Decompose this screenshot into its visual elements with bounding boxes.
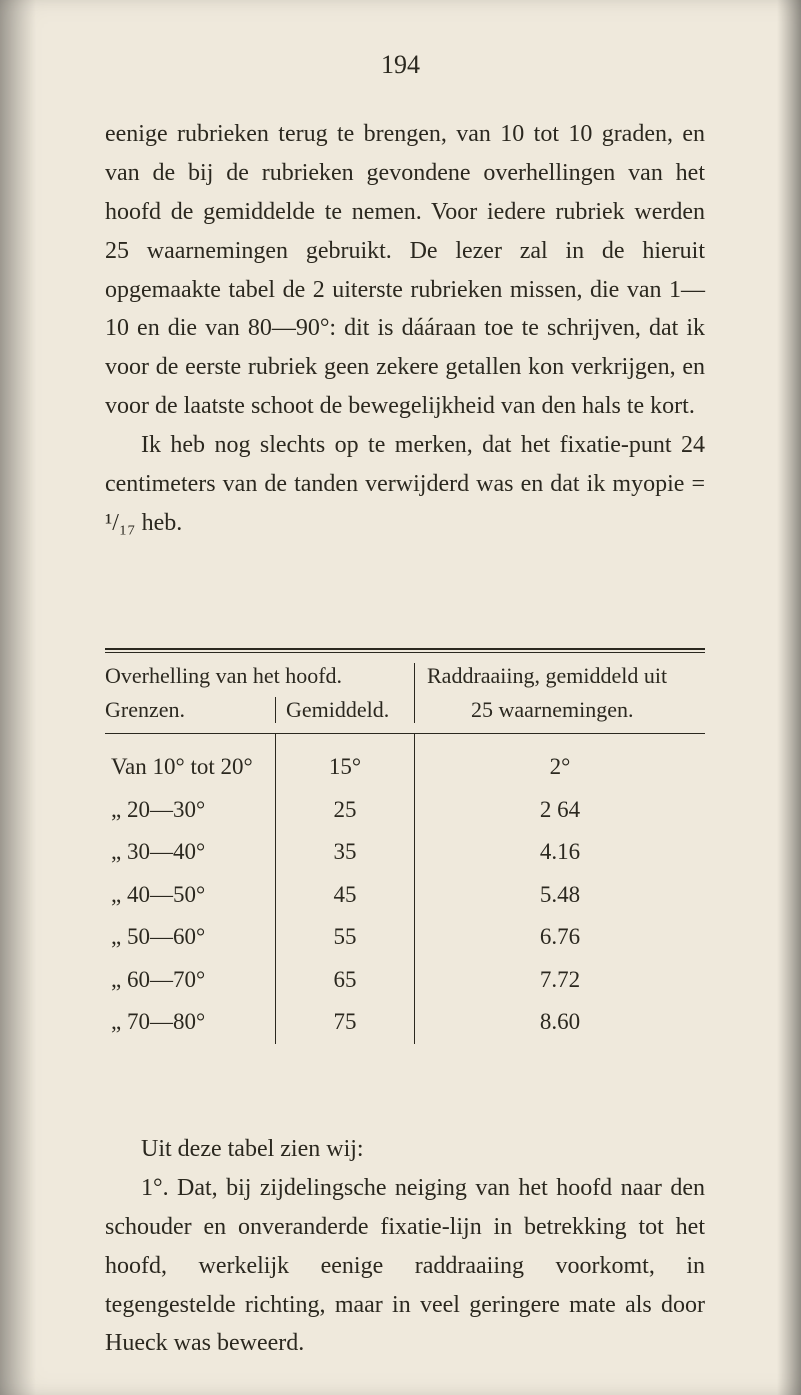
table-cell: „ 60—70°	[105, 959, 275, 1002]
table-cell: 55	[276, 916, 414, 959]
paragraph-1: eenige rubrieken terug te brengen, van 1…	[105, 115, 705, 426]
lower-text-block: Uit deze tabel zien wij: 1°. Dat, bij zi…	[105, 1130, 705, 1363]
table-body: Van 10° tot 20° „ 20—30° „ 30—40° „ 40—5…	[105, 734, 705, 1044]
table-cell: „ 70—80°	[105, 1001, 275, 1044]
table-cell: 35	[276, 831, 414, 874]
column-grenzen: Van 10° tot 20° „ 20—30° „ 30—40° „ 40—5…	[105, 734, 275, 1044]
table-cell: 5.48	[415, 874, 705, 917]
data-table: Overhelling van het hoofd. Grenzen. Gemi…	[105, 648, 705, 1044]
table-cell: „ 40—50°	[105, 874, 275, 917]
column-raddraaiing: 2° 2 64 4.16 5.48 6.76 7.72 8.60	[415, 734, 705, 1044]
page-number: 194	[0, 50, 801, 80]
table-cell: 2°	[415, 746, 705, 789]
header-right-title: Raddraaiing, gemiddeld uit	[427, 663, 705, 697]
table-top-rule	[105, 648, 705, 653]
table-cell: 6.76	[415, 916, 705, 959]
table-header-right: Raddraaiing, gemiddeld uit 25 waarneming…	[415, 663, 705, 723]
table-cell: Van 10° tot 20°	[105, 746, 275, 789]
table-cell: 2 64	[415, 789, 705, 832]
table-header-left: Overhelling van het hoofd. Grenzen. Gemi…	[105, 663, 415, 723]
table-cell: „ 50—60°	[105, 916, 275, 959]
table-cell: 4.16	[415, 831, 705, 874]
left-gutter-shadow	[0, 0, 36, 1395]
scanned-page: 194 eenige rubrieken terug te brengen, v…	[0, 0, 801, 1395]
table-cell: 25	[276, 789, 414, 832]
table-cell: 8.60	[415, 1001, 705, 1044]
table-cell: 75	[276, 1001, 414, 1044]
lower-paragraph-1: Uit deze tabel zien wij:	[105, 1130, 705, 1169]
table-cell: 7.72	[415, 959, 705, 1002]
table-cell: 45	[276, 874, 414, 917]
subheader-gemiddeld: Gemiddeld.	[275, 697, 406, 723]
column-gemiddeld: 15° 25 35 45 55 65 75	[275, 734, 415, 1044]
table-cell: 15°	[276, 746, 414, 789]
table-header: Overhelling van het hoofd. Grenzen. Gemi…	[105, 663, 705, 723]
header-left-title: Overhelling van het hoofd.	[105, 663, 406, 697]
lower-paragraph-2: 1°. Dat, bij zijdelingsche neiging van h…	[105, 1169, 705, 1363]
paragraph-2: Ik heb nog slechts op te merken, dat het…	[105, 426, 705, 543]
subheader-waarnemingen: 25 waarnemingen.	[427, 697, 705, 723]
right-edge-shadow	[777, 0, 801, 1395]
table-cell: „ 20—30°	[105, 789, 275, 832]
subheader-grenzen: Grenzen.	[105, 697, 275, 723]
body-text-block: eenige rubrieken terug te brengen, van 1…	[105, 115, 705, 543]
table-cell: 65	[276, 959, 414, 1002]
table-cell: „ 30—40°	[105, 831, 275, 874]
